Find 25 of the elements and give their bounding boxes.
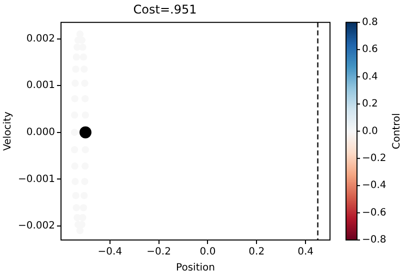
y-tick-label: 0.001 [26,80,56,92]
color-bar-title: Control [392,113,403,150]
color-bar-label: −0.4 [362,180,386,192]
color-bar-label: 0.2 [362,98,378,110]
point [70,128,78,136]
chart-title: Cost=.951 [133,2,197,16]
y-tick-label: 0.002 [26,33,56,44]
color-bar-label: 0.6 [362,44,378,56]
y-tick-label: −0.001 [18,174,56,185]
x-axis-title: Position [176,262,215,274]
x-tick-label: 0.4 [298,246,314,258]
x-tick-label: 0.0 [200,246,216,258]
y-axis-title: Velocity [2,112,14,151]
color-bar-label: 0.0 [362,126,378,137]
x-tick-label: −0.4 [98,246,122,258]
color-bar-label: −0.2 [362,152,386,164]
y-tick-label: −0.002 [18,220,56,232]
x-tick-label: 0.2 [248,246,265,258]
color-bar-label: 0.4 [362,71,378,82]
x-tick-label: −0.2 [146,246,171,258]
color-bar-label: 0.8 [362,16,378,28]
y-tick-label: 0.000 [26,126,56,138]
point [79,126,92,138]
color-bar-label: −0.6 [362,207,386,218]
color-bar-label: −0.8 [362,234,386,246]
